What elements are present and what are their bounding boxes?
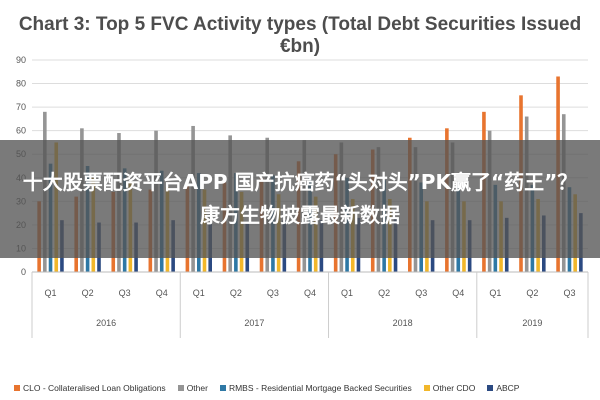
x-tick-label: Q4 [452,288,464,298]
year-label: 2018 [393,318,413,328]
year-label: 2019 [522,318,542,328]
y-tick-label: 90 [16,55,26,65]
legend-label: Other CDO [432,383,476,393]
x-tick-label: Q2 [82,288,94,298]
overlay-banner[interactable]: 十大股票配资平台APP 国产抗癌药“头对头”PK赢了“药王”？康方生物披露最新数… [0,140,600,258]
legend-swatch [423,385,430,391]
x-tick-label: Q1 [45,288,57,298]
y-tick-label: 60 [16,126,26,136]
legend-label: Other [186,383,208,393]
legend-label: ABCP [496,383,520,393]
legend-item: RMBS - Residential Mortgage Backed Secur… [219,383,412,393]
x-tick-label: Q3 [563,288,575,298]
y-tick-label: 0 [21,267,26,277]
legend-item: Other [177,383,208,393]
x-tick-label: Q3 [119,288,131,298]
y-tick-label: 80 [16,79,26,89]
legend-item: ABCP [487,383,519,393]
legend-label: CLO - Collateralised Loan Obligations [23,383,166,393]
y-tick-label: 70 [16,102,26,112]
legend-swatch [487,385,494,391]
x-tick-label: Q1 [489,288,501,298]
x-tick-label: Q2 [230,288,242,298]
year-label: 2016 [96,318,116,328]
x-tick-label: Q2 [378,288,390,298]
x-tick-label: Q2 [526,288,538,298]
x-tick-label: Q4 [304,288,316,298]
x-tick-label: Q1 [193,288,205,298]
legend-item: CLO - Collateralised Loan Obligations [14,383,166,393]
legend-swatch [14,385,20,391]
legend-item: Other CDO [423,383,476,393]
year-label: 2017 [244,318,264,328]
x-tick-label: Q3 [267,288,279,298]
legend-swatch [177,385,184,391]
chart-title: Chart 3: Top 5 FVC Activity types (Total… [18,14,582,57]
x-tick-label: Q4 [156,288,168,298]
x-tick-label: Q1 [341,288,353,298]
overlay-headline[interactable]: 十大股票配资平台APP 国产抗癌药“头对头”PK赢了“药王”？康方生物披露最新数… [22,170,578,227]
chart-legend: CLO - Collateralised Loan Obligations Oth… [14,380,594,396]
legend-swatch [219,385,226,391]
x-tick-label: Q3 [415,288,427,298]
legend-label: RMBS - Residential Mortgage Backed Secur… [228,383,412,393]
